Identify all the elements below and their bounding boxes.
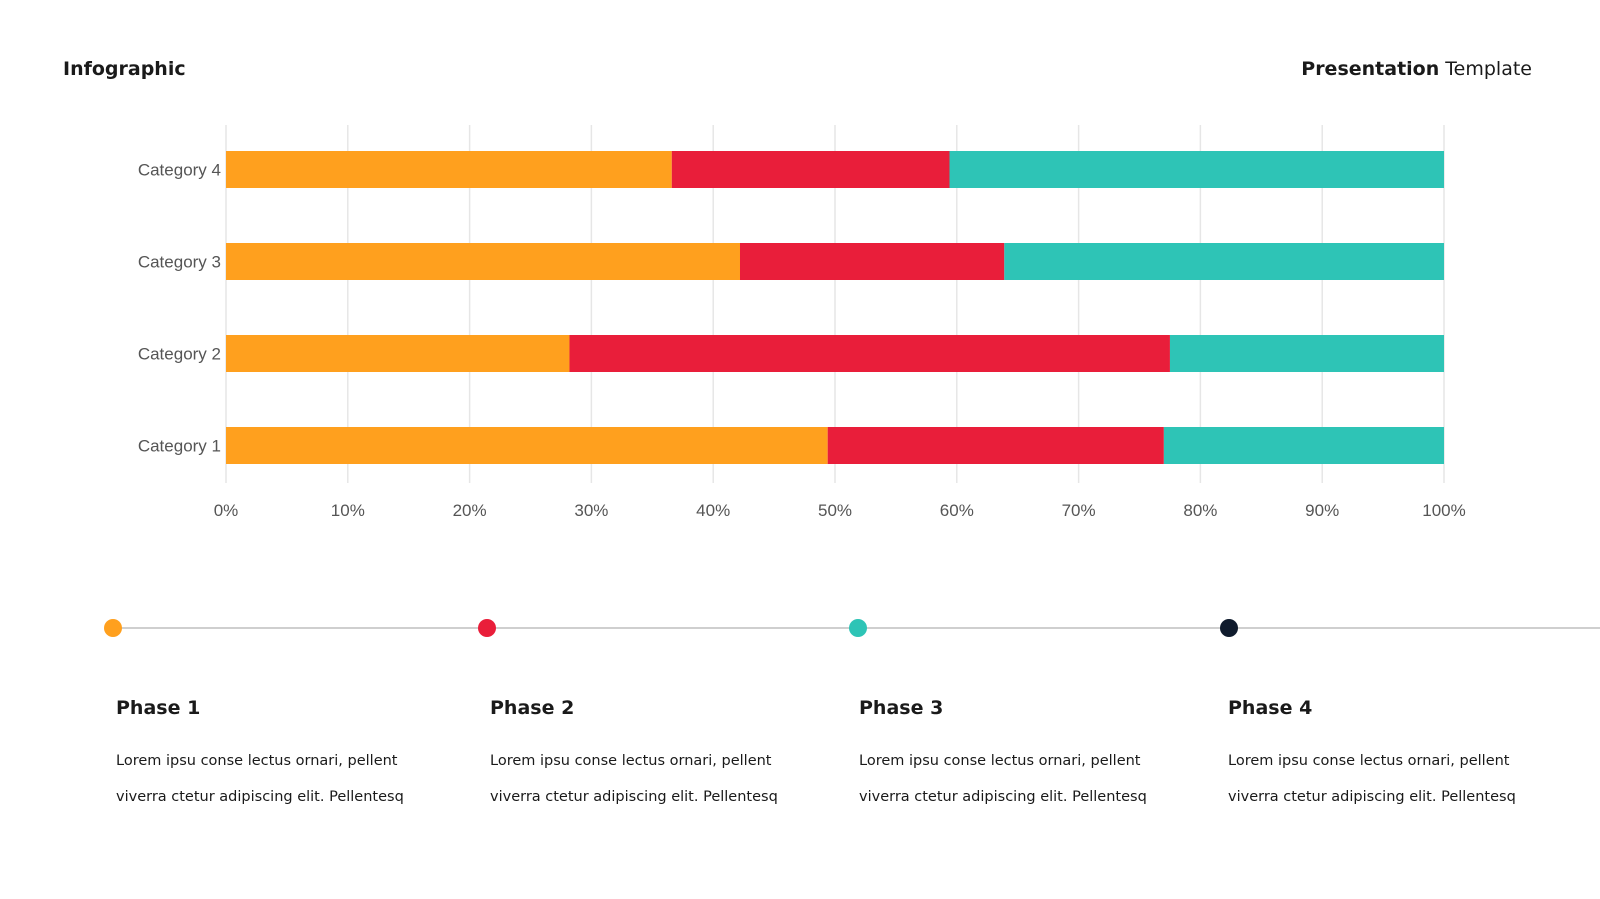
x-tick-label: 60% [940,501,974,520]
bar-segment [226,335,570,372]
page-title: Infographic [63,58,186,80]
category-label: Category 2 [138,345,221,364]
x-tick-label: 10% [331,501,365,520]
phase-1-title: Phase 1 [116,697,201,719]
phase-4-title: Phase 4 [1228,697,1313,719]
phase-3-title: Phase 3 [859,697,944,719]
phase-2-title: Phase 2 [490,697,575,719]
category-label: Category 4 [138,161,221,180]
phase-3: Phase 3 Lorem ipsu conse lectus ornari, … [859,695,1199,815]
phase-4: Phase 4 Lorem ipsu conse lectus ornari, … [1228,695,1568,815]
bar-segment [226,151,672,188]
x-tick-label: 100% [1422,501,1465,520]
x-tick-label: 0% [214,501,239,520]
chart-bars [226,151,1444,464]
phase-2-text-line1: Lorem ipsu conse lectus ornari, pellent [490,753,772,769]
bar-segment [226,243,740,280]
bar-segment [1004,243,1444,280]
bar-segment [1169,335,1444,372]
phase-2: Phase 2 Lorem ipsu conse lectus ornari, … [490,695,830,815]
phase-3-text-line1: Lorem ipsu conse lectus ornari, pellent [859,753,1141,769]
phase-1-text-line2: viverra ctetur adipiscing elit. Pellente… [116,789,404,805]
phase-2-text-line2: viverra ctetur adipiscing elit. Pellente… [490,789,778,805]
bar-segment [739,243,1005,280]
bar-segment [226,427,828,464]
x-tick-label: 80% [1183,501,1217,520]
bar-segment [569,335,1170,372]
phase-1-text-line1: Lorem ipsu conse lectus ornari, pellent [116,753,398,769]
bar-segment [1163,427,1444,464]
x-tick-label: 30% [574,501,608,520]
x-tick-label: 40% [696,501,730,520]
x-tick-label: 20% [453,501,487,520]
phase-3-text-line2: viverra ctetur adipiscing elit. Pellente… [859,789,1147,805]
template-title-rest: Template [1439,58,1532,80]
bar-segment [827,427,1164,464]
phase-3-dot [849,619,867,637]
template-title-bold: Presentation [1301,58,1440,80]
template-title: Presentation Template [1301,58,1532,80]
x-tick-label: 70% [1062,501,1096,520]
stacked-bar-chart: 0% 10% 20% 30% 40% 50% 60% 70% 80% 90% 100% Categor… [138,125,1466,521]
chart-labels: 0% 10% 20% 30% 40% 50% 60% 70% 80% 90% 100% Categor… [138,161,1466,521]
category-label: Category 3 [138,253,221,272]
phase-1-dot [104,619,122,637]
phase-4-text-line1: Lorem ipsu conse lectus ornari, pellent [1228,753,1510,769]
phase-2-dot [478,619,496,637]
category-label: Category 1 [138,437,221,456]
x-tick-label: 50% [818,501,852,520]
bar-segment [949,151,1444,188]
bar-segment [671,151,950,188]
phase-4-dot [1220,619,1238,637]
phase-4-text-line2: viverra ctetur adipiscing elit. Pellente… [1228,789,1516,805]
phase-1: Phase 1 Lorem ipsu conse lectus ornari, … [116,695,456,815]
x-tick-label: 90% [1305,501,1339,520]
